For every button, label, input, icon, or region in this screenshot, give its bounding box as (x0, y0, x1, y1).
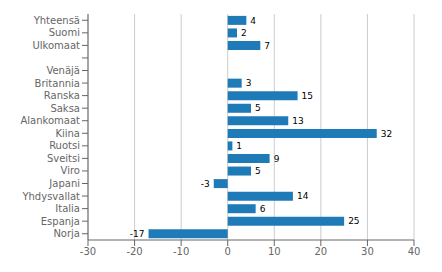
svg-text:Ranska: Ranska (44, 90, 80, 101)
svg-text:25: 25 (348, 216, 359, 226)
svg-text:-3: -3 (201, 179, 210, 189)
svg-text:14: 14 (297, 191, 309, 201)
svg-text:32: 32 (381, 129, 392, 139)
svg-text:Espanja: Espanja (41, 216, 80, 227)
svg-text:Viro: Viro (61, 165, 80, 176)
svg-text:5: 5 (255, 103, 261, 113)
svg-text:Venäjä: Venäjä (46, 65, 80, 76)
svg-text:20: 20 (314, 246, 327, 257)
svg-text:Norja: Norja (53, 228, 80, 239)
svg-text:Ruotsi: Ruotsi (49, 140, 80, 151)
svg-text:7: 7 (264, 41, 270, 51)
svg-text:Alankomaat: Alankomaat (20, 115, 80, 126)
svg-text:Yhteensä: Yhteensä (33, 15, 80, 26)
svg-text:15: 15 (302, 91, 313, 101)
svg-text:Japani: Japani (48, 178, 80, 189)
svg-text:5: 5 (255, 166, 261, 176)
svg-text:-20: -20 (126, 246, 142, 257)
svg-text:3: 3 (246, 78, 252, 88)
svg-text:-10: -10 (173, 246, 189, 257)
svg-text:30: 30 (361, 246, 374, 257)
svg-text:9: 9 (274, 154, 280, 164)
svg-text:Yhdysvallat: Yhdysvallat (21, 191, 80, 202)
svg-text:Britannia: Britannia (35, 78, 80, 89)
svg-text:1: 1 (236, 141, 242, 151)
svg-text:-17: -17 (130, 229, 145, 239)
svg-text:Kiina: Kiina (55, 128, 80, 139)
svg-text:0: 0 (225, 246, 231, 257)
svg-text:-30: -30 (80, 246, 96, 257)
svg-text:10: 10 (268, 246, 281, 257)
svg-text:40: 40 (408, 246, 421, 257)
svg-text:Sveitsi: Sveitsi (47, 153, 80, 164)
svg-text:4: 4 (250, 16, 256, 26)
svg-text:2: 2 (241, 28, 247, 38)
svg-text:13: 13 (292, 116, 303, 126)
svg-text:6: 6 (260, 204, 266, 214)
svg-text:Suomi: Suomi (49, 27, 80, 38)
svg-text:Ulkomaat: Ulkomaat (32, 40, 80, 51)
svg-text:Italia: Italia (55, 203, 80, 214)
svg-text:Saksa: Saksa (50, 103, 80, 114)
